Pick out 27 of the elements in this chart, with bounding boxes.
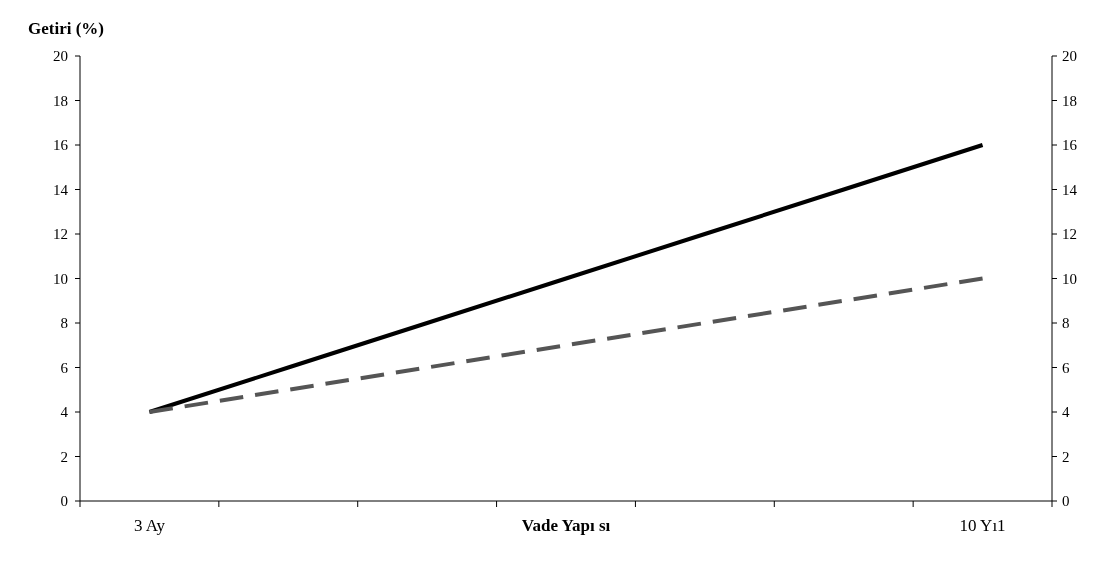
x-axis-title: Vade Yapı sı bbox=[521, 516, 611, 535]
y2-tick-label: 10 bbox=[1062, 270, 1077, 287]
y-tick-label: 4 bbox=[60, 404, 69, 421]
y-tick-label: 14 bbox=[53, 181, 69, 198]
y-tick-label: 16 bbox=[53, 137, 69, 154]
line-series bbox=[147, 276, 985, 414]
y2-tick-label: 14 bbox=[1062, 181, 1078, 198]
y-tick-label: 0 bbox=[60, 493, 68, 510]
y2-tick-label: 18 bbox=[1062, 92, 1077, 109]
y2-tick-label: 4 bbox=[1062, 404, 1070, 421]
y-tick-label: 2 bbox=[60, 448, 68, 465]
y-axis-title: Getiri (%) bbox=[28, 19, 104, 38]
y-tick-label: 8 bbox=[60, 315, 68, 332]
y2-tick-label: 0 bbox=[1062, 493, 1070, 510]
y-tick-label: 18 bbox=[53, 92, 68, 109]
y-tick-label: 10 bbox=[53, 270, 68, 287]
y-tick-label: 20 bbox=[53, 48, 68, 65]
y2-tick-label: 16 bbox=[1062, 137, 1078, 154]
y2-tick-label: 2 bbox=[1062, 448, 1070, 465]
x-tick-label: 3 Ay bbox=[133, 516, 166, 535]
y2-tick-label: 6 bbox=[1062, 359, 1070, 376]
y2-tick-label: 20 bbox=[1062, 48, 1077, 65]
x-tick-label: 10 Yı1 bbox=[959, 516, 1006, 535]
y-tick-label: 12 bbox=[53, 226, 68, 243]
y2-tick-label: 12 bbox=[1062, 226, 1077, 243]
y2-tick-label: 8 bbox=[1062, 315, 1070, 332]
y-tick-label: 6 bbox=[60, 359, 69, 376]
